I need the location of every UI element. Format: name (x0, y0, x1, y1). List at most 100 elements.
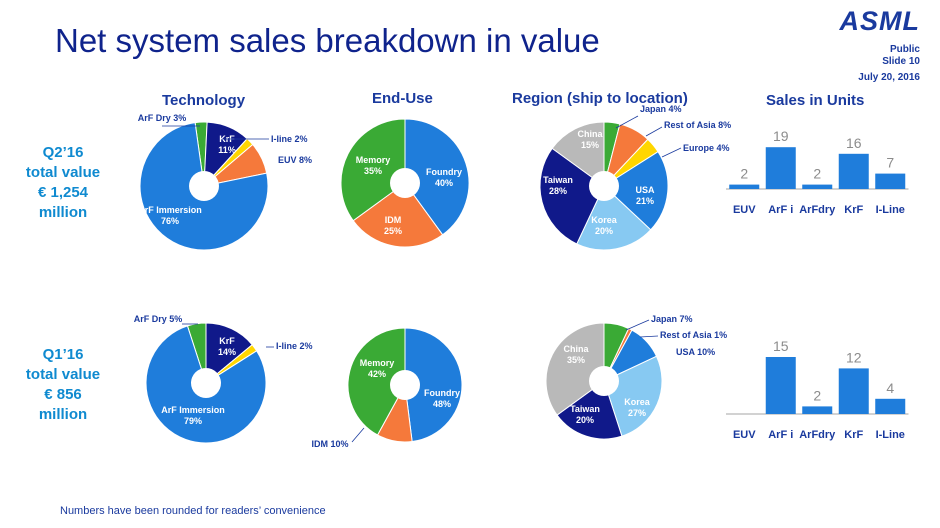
units-q2-value-2: 2 (813, 166, 821, 182)
region-q1-label-2: USA 10% (676, 347, 715, 357)
enduse-q2-slice-0 (404, 118, 470, 236)
region-header: Region (ship to location) (512, 90, 688, 107)
tech-q1-label-0: ArF Dry 5% (134, 314, 183, 324)
enduse-q1-pct-2: 42% (368, 369, 386, 379)
q2-unit: million (38, 204, 88, 221)
units-q2-bar-4 (875, 173, 906, 189)
tech-q2-label-0: ArF Dry 3% (138, 113, 187, 123)
page-title: Net system sales breakdown in value (55, 22, 600, 59)
region-q1-slice-5 (545, 322, 605, 416)
units-q2-category-3: KrF (844, 204, 863, 216)
q1-total-value: Q1’16 total value € 856 million (8, 345, 118, 425)
region-q2-slice-3 (603, 151, 669, 231)
region-q1-label-0: Japan 7% (651, 314, 693, 324)
tech-q1-center-hole (191, 368, 221, 398)
region-q1-pct-5: 35% (567, 355, 585, 365)
units-q1-category-1: ArF i (768, 429, 793, 441)
region-q1-label-5: China (563, 344, 589, 354)
tech-q2-label-4: ArF Immersion (138, 205, 202, 215)
enduse-q2-slice-2 (340, 118, 406, 222)
units-q1-value-3: 12 (846, 349, 862, 365)
enduse-q1-label-2: Memory (360, 358, 395, 368)
units-q2-value-1: 19 (773, 128, 789, 144)
q1-amount: € 856 (44, 386, 82, 403)
units-q1-bar-3 (838, 368, 869, 414)
tech-q1-label-1: KrF (219, 336, 235, 346)
units-q2-category-2: ArFdry (799, 204, 836, 216)
region-q2-label-5: Taiwan (543, 175, 573, 185)
q2-amount: € 1,254 (37, 184, 89, 201)
q2-period-label: Q2’16 (42, 144, 84, 161)
region-q2-pct-6: 15% (581, 140, 599, 150)
tech-q2-label-2: I-line 2% (271, 134, 308, 144)
units-q2-value-4: 7 (886, 155, 894, 171)
tech-q2-pct-1: 11% (218, 145, 236, 155)
region-q1-pct-4: 20% (576, 415, 594, 425)
enduse-q1-slice-0 (404, 327, 463, 443)
tech-q1-pct-3: 79% (184, 416, 202, 426)
enduse-q2-center-hole (390, 168, 420, 198)
units-q1-value-4: 4 (886, 380, 894, 396)
region-q1-center-hole (589, 366, 619, 396)
units-q1-value-1: 15 (773, 338, 789, 354)
units-q1-category-4: I-Line (876, 429, 905, 441)
classification-label: Public (889, 44, 920, 55)
tech-q1-label-3: ArF Immersion (161, 405, 225, 415)
region-q2-slice-6 (551, 121, 605, 187)
q1-unit: million (38, 406, 88, 423)
enduse-q2-label-0: Foundry (426, 167, 462, 177)
units-q2-category-4: I-Line (876, 204, 905, 216)
region-q1-label-4: Taiwan (570, 404, 600, 414)
enduse-q2-label-1: IDM (385, 215, 402, 225)
region-q2-slice-4 (576, 185, 652, 251)
units-q2-bar-1 (765, 147, 796, 189)
region-q2-pct-3: 21% (636, 196, 654, 206)
units-q2-category-0: EUV (733, 204, 756, 216)
region-q2-label-2: Europe 4% (683, 143, 730, 153)
units-q2-category-1: ArF i (768, 204, 793, 216)
enduse-q1-leader-1 (351, 427, 365, 443)
slide-date: July 20, 2016 (858, 72, 920, 83)
tech-q1-slice-1 (205, 322, 253, 385)
units-q1-category-0: EUV (733, 429, 756, 441)
tech-q1-pct-1: 14% (218, 347, 236, 357)
enduse-q1-slice-2 (347, 327, 406, 436)
region-q2-label-6: China (577, 129, 603, 139)
enduse-q2-pct-2: 35% (364, 166, 382, 176)
units-q1-value-2: 2 (813, 387, 821, 403)
units-q1-bar-2 (802, 406, 833, 414)
enduse-q2-pct-1: 25% (384, 226, 402, 236)
tech-q2-center-hole (189, 171, 219, 201)
enduse-q1-label-0: Foundry (424, 388, 460, 398)
region-q2-label-1: Rest of Asia 8% (664, 120, 731, 130)
end-use-header: End-Use (372, 90, 433, 107)
region-q1-slice-3 (603, 355, 663, 437)
tech-q1-label-2: I-line 2% (276, 341, 313, 351)
region-q2-leader-0 (615, 115, 639, 129)
region-q1-label-3: Korea (624, 397, 651, 407)
units-q2-bar-3 (838, 153, 869, 189)
units-q1-category-3: KrF (844, 429, 863, 441)
q2-total-value: Q2’16 total value € 1,254 million (8, 143, 118, 223)
region-q2-center-hole (589, 171, 619, 201)
enduse-q2-slice-1 (352, 182, 444, 248)
enduse-q2-label-2: Memory (356, 155, 391, 165)
region-q2-label-0: Japan 4% (640, 104, 682, 114)
region-q2-label-4: Korea (591, 215, 618, 225)
q1-period-label: Q1’16 (42, 346, 84, 363)
enduse-q1-label-1: IDM 10% (311, 439, 348, 449)
tech-q2-pct-4: 76% (161, 216, 179, 226)
region-q2-pct-4: 20% (595, 226, 613, 236)
units-q2-value-3: 16 (846, 135, 862, 151)
technology-header: Technology (162, 92, 246, 109)
enduse-q1-center-hole (390, 370, 420, 400)
q1-total-label: total value (25, 366, 101, 383)
region-q1-leader-1 (639, 335, 659, 338)
region-q2-pct-5: 28% (549, 186, 567, 196)
units-q2-value-0: 2 (740, 166, 748, 182)
units-q2-bar-2 (802, 184, 833, 189)
tech-q2-label-3: EUV 8% (278, 155, 312, 165)
enduse-q1-pct-0: 48% (433, 399, 451, 409)
region-q1-leader-0 (625, 319, 650, 331)
